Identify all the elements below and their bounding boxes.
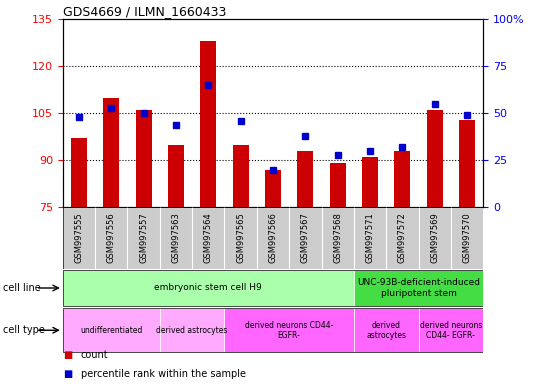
- Text: GSM997556: GSM997556: [107, 212, 116, 263]
- Text: UNC-93B-deficient-induced
pluripotent stem: UNC-93B-deficient-induced pluripotent st…: [357, 278, 480, 298]
- Bar: [135, 110, 152, 207]
- Text: GSM997567: GSM997567: [301, 212, 310, 263]
- Text: GSM997570: GSM997570: [462, 212, 472, 263]
- Bar: [233, 145, 249, 207]
- Text: ■: ■: [63, 369, 72, 379]
- Text: ■: ■: [63, 350, 72, 360]
- Bar: [394, 151, 411, 207]
- Text: count: count: [81, 350, 109, 360]
- Text: GSM997571: GSM997571: [365, 212, 375, 263]
- Bar: [168, 145, 184, 207]
- Text: GDS4669 / ILMN_1660433: GDS4669 / ILMN_1660433: [63, 5, 226, 18]
- Bar: [224, 308, 354, 353]
- Bar: [71, 138, 87, 207]
- Text: undifferentiated: undifferentiated: [80, 326, 143, 335]
- Text: GSM997555: GSM997555: [74, 212, 84, 263]
- Text: derived
astrocytes: derived astrocytes: [366, 321, 406, 340]
- Bar: [354, 270, 483, 306]
- Text: derived neurons
CD44- EGFR-: derived neurons CD44- EGFR-: [420, 321, 482, 340]
- Bar: [265, 170, 281, 207]
- Text: GSM997564: GSM997564: [204, 212, 213, 263]
- Text: GSM997565: GSM997565: [236, 212, 245, 263]
- Text: GSM997563: GSM997563: [171, 212, 181, 263]
- Text: GSM997568: GSM997568: [333, 212, 342, 263]
- Bar: [354, 308, 419, 353]
- Bar: [63, 270, 354, 306]
- Bar: [63, 308, 160, 353]
- Text: cell line: cell line: [3, 283, 40, 293]
- Bar: [330, 164, 346, 207]
- Text: GSM997569: GSM997569: [430, 212, 439, 263]
- Bar: [200, 41, 216, 207]
- Text: embryonic stem cell H9: embryonic stem cell H9: [155, 283, 262, 293]
- Bar: [459, 119, 475, 207]
- Text: percentile rank within the sample: percentile rank within the sample: [81, 369, 246, 379]
- Bar: [426, 110, 443, 207]
- Bar: [297, 151, 313, 207]
- Text: GSM997572: GSM997572: [398, 212, 407, 263]
- Text: derived astrocytes: derived astrocytes: [157, 326, 228, 335]
- Text: cell type: cell type: [3, 325, 45, 335]
- Text: GSM997557: GSM997557: [139, 212, 148, 263]
- Bar: [103, 98, 120, 207]
- Text: derived neurons CD44-
EGFR-: derived neurons CD44- EGFR-: [245, 321, 334, 340]
- Text: GSM997566: GSM997566: [269, 212, 277, 263]
- Bar: [160, 308, 224, 353]
- Bar: [362, 157, 378, 207]
- Bar: [419, 308, 483, 353]
